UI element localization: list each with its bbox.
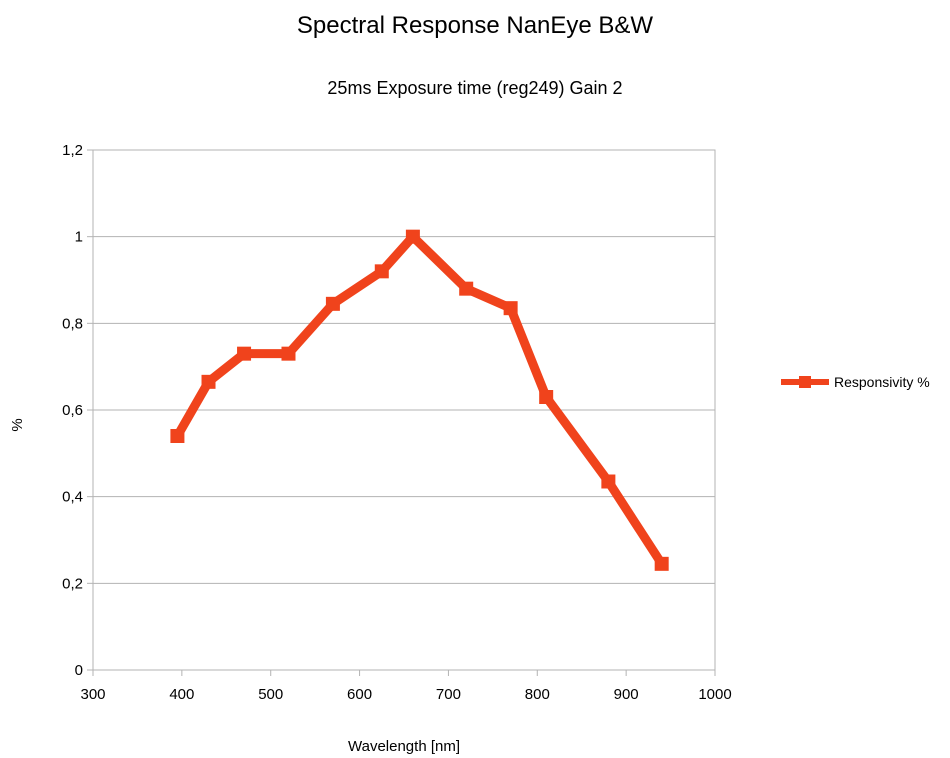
y-axis-label: %	[9, 418, 26, 431]
x-tick-label: 300	[80, 686, 105, 703]
data-point-marker	[325, 296, 340, 311]
x-tick-label: 900	[614, 686, 639, 703]
data-point-marker	[237, 346, 252, 361]
data-point-marker	[281, 346, 296, 361]
grid-lines	[93, 149, 715, 671]
x-tick-label: 800	[525, 686, 550, 703]
data-point-marker	[601, 474, 616, 489]
x-tick-label: 1000	[698, 686, 731, 703]
y-tick-label: 0,8	[62, 315, 83, 332]
y-tick-label: 0,2	[62, 575, 83, 592]
data-point-marker	[405, 229, 420, 244]
data-point-marker	[374, 264, 389, 279]
data-point-marker	[503, 301, 518, 316]
x-axis-label: Wavelength [nm]	[348, 738, 460, 755]
data-point-marker	[170, 429, 185, 443]
chart-subtitle: 25ms Exposure time (reg249) Gain 2	[327, 78, 623, 98]
x-tick-label: 400	[169, 686, 194, 703]
x-tick-label: 500	[258, 686, 283, 703]
legend-label: Responsivity %	[834, 374, 930, 390]
y-tick-label: 0,4	[62, 489, 83, 506]
legend: Responsivity %	[781, 374, 930, 390]
chart-title: Spectral Response NanEye B&W	[296, 12, 654, 39]
y-tick-label: 1	[75, 229, 83, 246]
legend-swatch-marker	[799, 376, 811, 388]
data-point-marker	[654, 556, 669, 571]
x-tick-label: 600	[347, 686, 372, 703]
y-axis: 0 0,2 0,4 0,6 0,8 1 1,2	[62, 142, 93, 679]
series-line	[172, 232, 667, 569]
y-tick-label: 1,2	[62, 142, 83, 159]
data-point-marker	[539, 390, 554, 404]
series-group	[170, 229, 669, 571]
data-point-marker	[201, 374, 216, 389]
y-tick-label: 0,6	[62, 402, 83, 419]
x-tick-label: 700	[436, 686, 461, 703]
data-point-marker	[459, 281, 474, 296]
x-axis: 300 400 500 600 700 800 900 1000	[80, 670, 732, 703]
y-tick-label: 0	[75, 662, 83, 679]
